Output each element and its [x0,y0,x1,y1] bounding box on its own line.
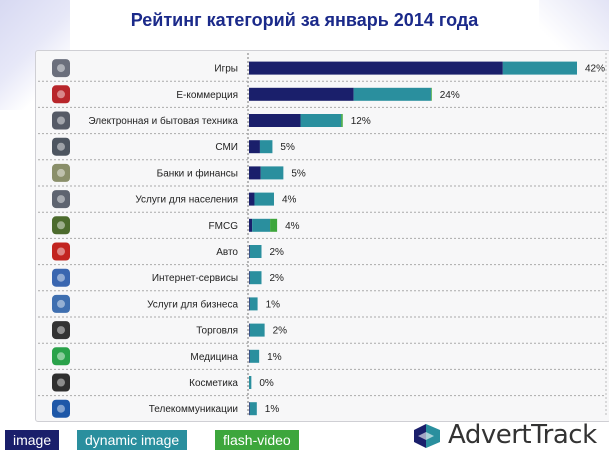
bar-dynamic-image-3 [300,114,342,127]
legend-flash-video: flash-video [215,430,299,450]
shopping-cart-icon [52,85,70,104]
category-label: Игры [214,64,238,75]
bar-dynamic-image-11 [249,323,265,337]
bar-flash-video-7 [270,218,278,232]
bar-dynamic-image-8 [249,245,262,258]
newspaper-icon [52,137,70,156]
category-label: FMCG [209,221,239,232]
bar-dynamic-image-4 [259,140,273,154]
bar-dynamic-image-9 [249,271,262,285]
bar-dynamic-image-7 [252,218,271,232]
electronics-icon [52,111,70,130]
car-icon [52,242,70,261]
bar-flash-video-2 [430,87,432,101]
category-label: Е-коммерция [176,90,238,101]
category-label: Телекоммуникации [149,404,238,415]
category-label: Авто [216,247,238,258]
bar-dynamic-image-14 [249,402,257,416]
value-label: 24% [440,90,460,101]
bar-dynamic-image-1 [502,61,577,75]
value-label: 1% [267,352,282,363]
bar-image-7 [249,218,253,232]
cosmetics-icon [52,373,70,392]
chart-title: Рейтинг категорий за январь 2014 года [130,10,479,30]
value-label: 2% [269,273,284,284]
category-label: Медицина [190,352,238,363]
bar-image-10 [249,297,250,311]
medical-cross-icon [52,347,70,366]
bar-image-11 [249,323,250,337]
value-label: 4% [285,221,300,232]
bar-image-1 [249,61,503,75]
bar-image-8 [249,245,250,258]
bar-dynamic-image-12 [249,349,260,363]
money-icon [52,163,70,182]
chart-plot: Игры 42% Е-коммерция 24% Электронная и бытов… [38,53,607,418]
category-label: Интернет-сервисы [152,273,238,284]
value-label: 1% [265,404,280,415]
telecom-globe-icon [52,399,70,418]
value-label: 1% [266,299,281,310]
barcode-icon [52,321,70,340]
bar-image-5 [249,166,261,180]
value-label: 12% [351,116,371,127]
bar-image-2 [249,87,354,101]
bar-dynamic-image-10 [249,297,258,311]
bar-image-4 [249,140,260,154]
bar-image-3 [249,114,301,127]
category-label: Электронная и бытовая техника [88,115,238,127]
value-label: 5% [291,168,306,179]
bar-image-12 [249,349,250,363]
service-icon [52,190,70,209]
bar-dynamic-image-13 [249,376,252,389]
category-label: СМИ [215,142,238,153]
shopping-bag-icon [52,216,70,235]
value-label: 2% [269,247,284,258]
value-label: 0% [259,378,274,389]
category-label: Торговля [196,326,238,337]
chart-frame: Игры 42% Е-коммерция 24% Электронная и бытов… [35,50,609,422]
value-label: 5% [280,142,295,153]
legend-dynamic-image: dynamic image [77,430,188,450]
gamepad-icon [52,59,70,78]
category-label: Услуги для бизнеса [147,298,238,310]
value-label: 4% [282,195,297,206]
bar-dynamic-image-5 [260,166,284,180]
logo-mark-icon [414,424,440,448]
bar-dynamic-image-2 [353,87,431,101]
category-label: Услуги для населения [135,195,238,206]
bar-image-9 [249,271,250,285]
handshake-icon [52,294,70,313]
bar-dynamic-image-6 [254,192,274,206]
legend-image: image [5,430,60,450]
globe-icon [52,268,70,287]
bar-image-14 [249,402,250,416]
adverttrack-logo: AdvertTrack [412,418,597,452]
category-label: Банки и финансы [157,167,238,179]
bar-image-6 [249,192,255,206]
bar-flash-video-3 [341,114,343,127]
logo-text: AdvertTrack [448,420,597,450]
category-label: Косметика [189,378,238,389]
value-label: 42% [585,64,605,75]
value-label: 2% [273,326,288,337]
